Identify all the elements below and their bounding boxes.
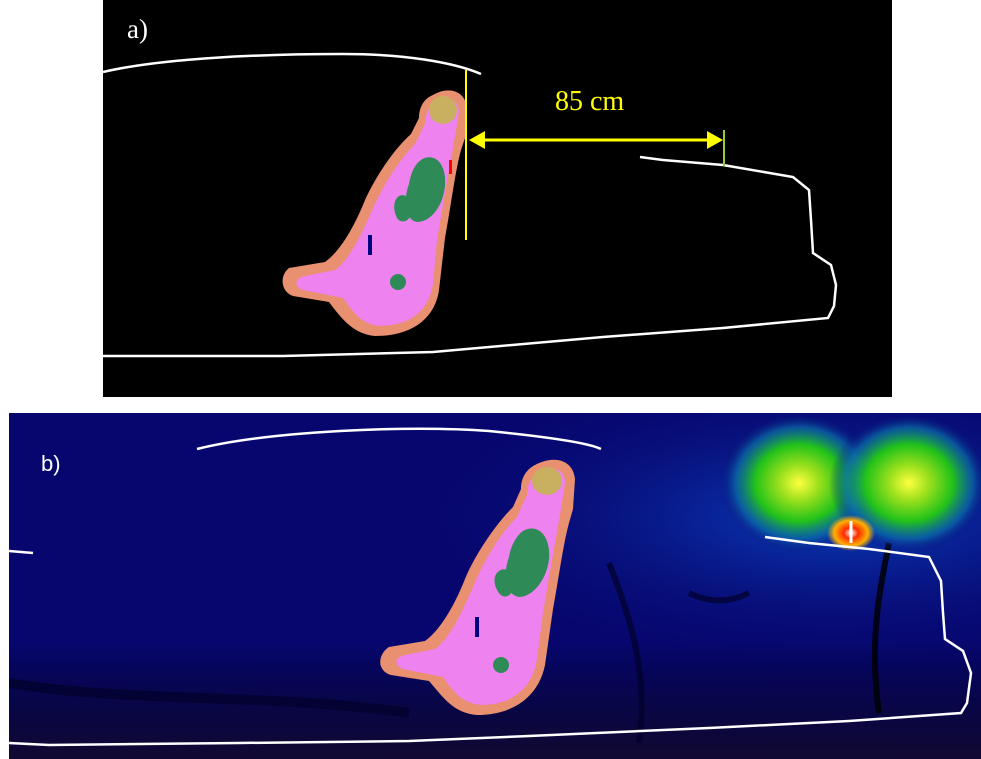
field-lobe-right [829,413,981,553]
panel-a: a) 85 cm [103,0,892,397]
car-roof-outline [196,427,602,451]
car-body-outline [103,155,838,358]
panel-b: b) [9,413,981,759]
panel-b-drawing [9,413,981,759]
panel-a-drawing [103,52,838,358]
panel-b-label: b) [41,451,61,476]
car-body-outline [9,535,973,747]
panel-a-label: a) [127,14,148,44]
distance-label: 85 cm [555,86,625,117]
car-roof-outline [103,52,482,76]
car-front-outline [9,549,34,555]
dimension-arrow [469,131,723,149]
seated-body-figure [380,459,575,715]
seated-body-figure [282,90,467,337]
